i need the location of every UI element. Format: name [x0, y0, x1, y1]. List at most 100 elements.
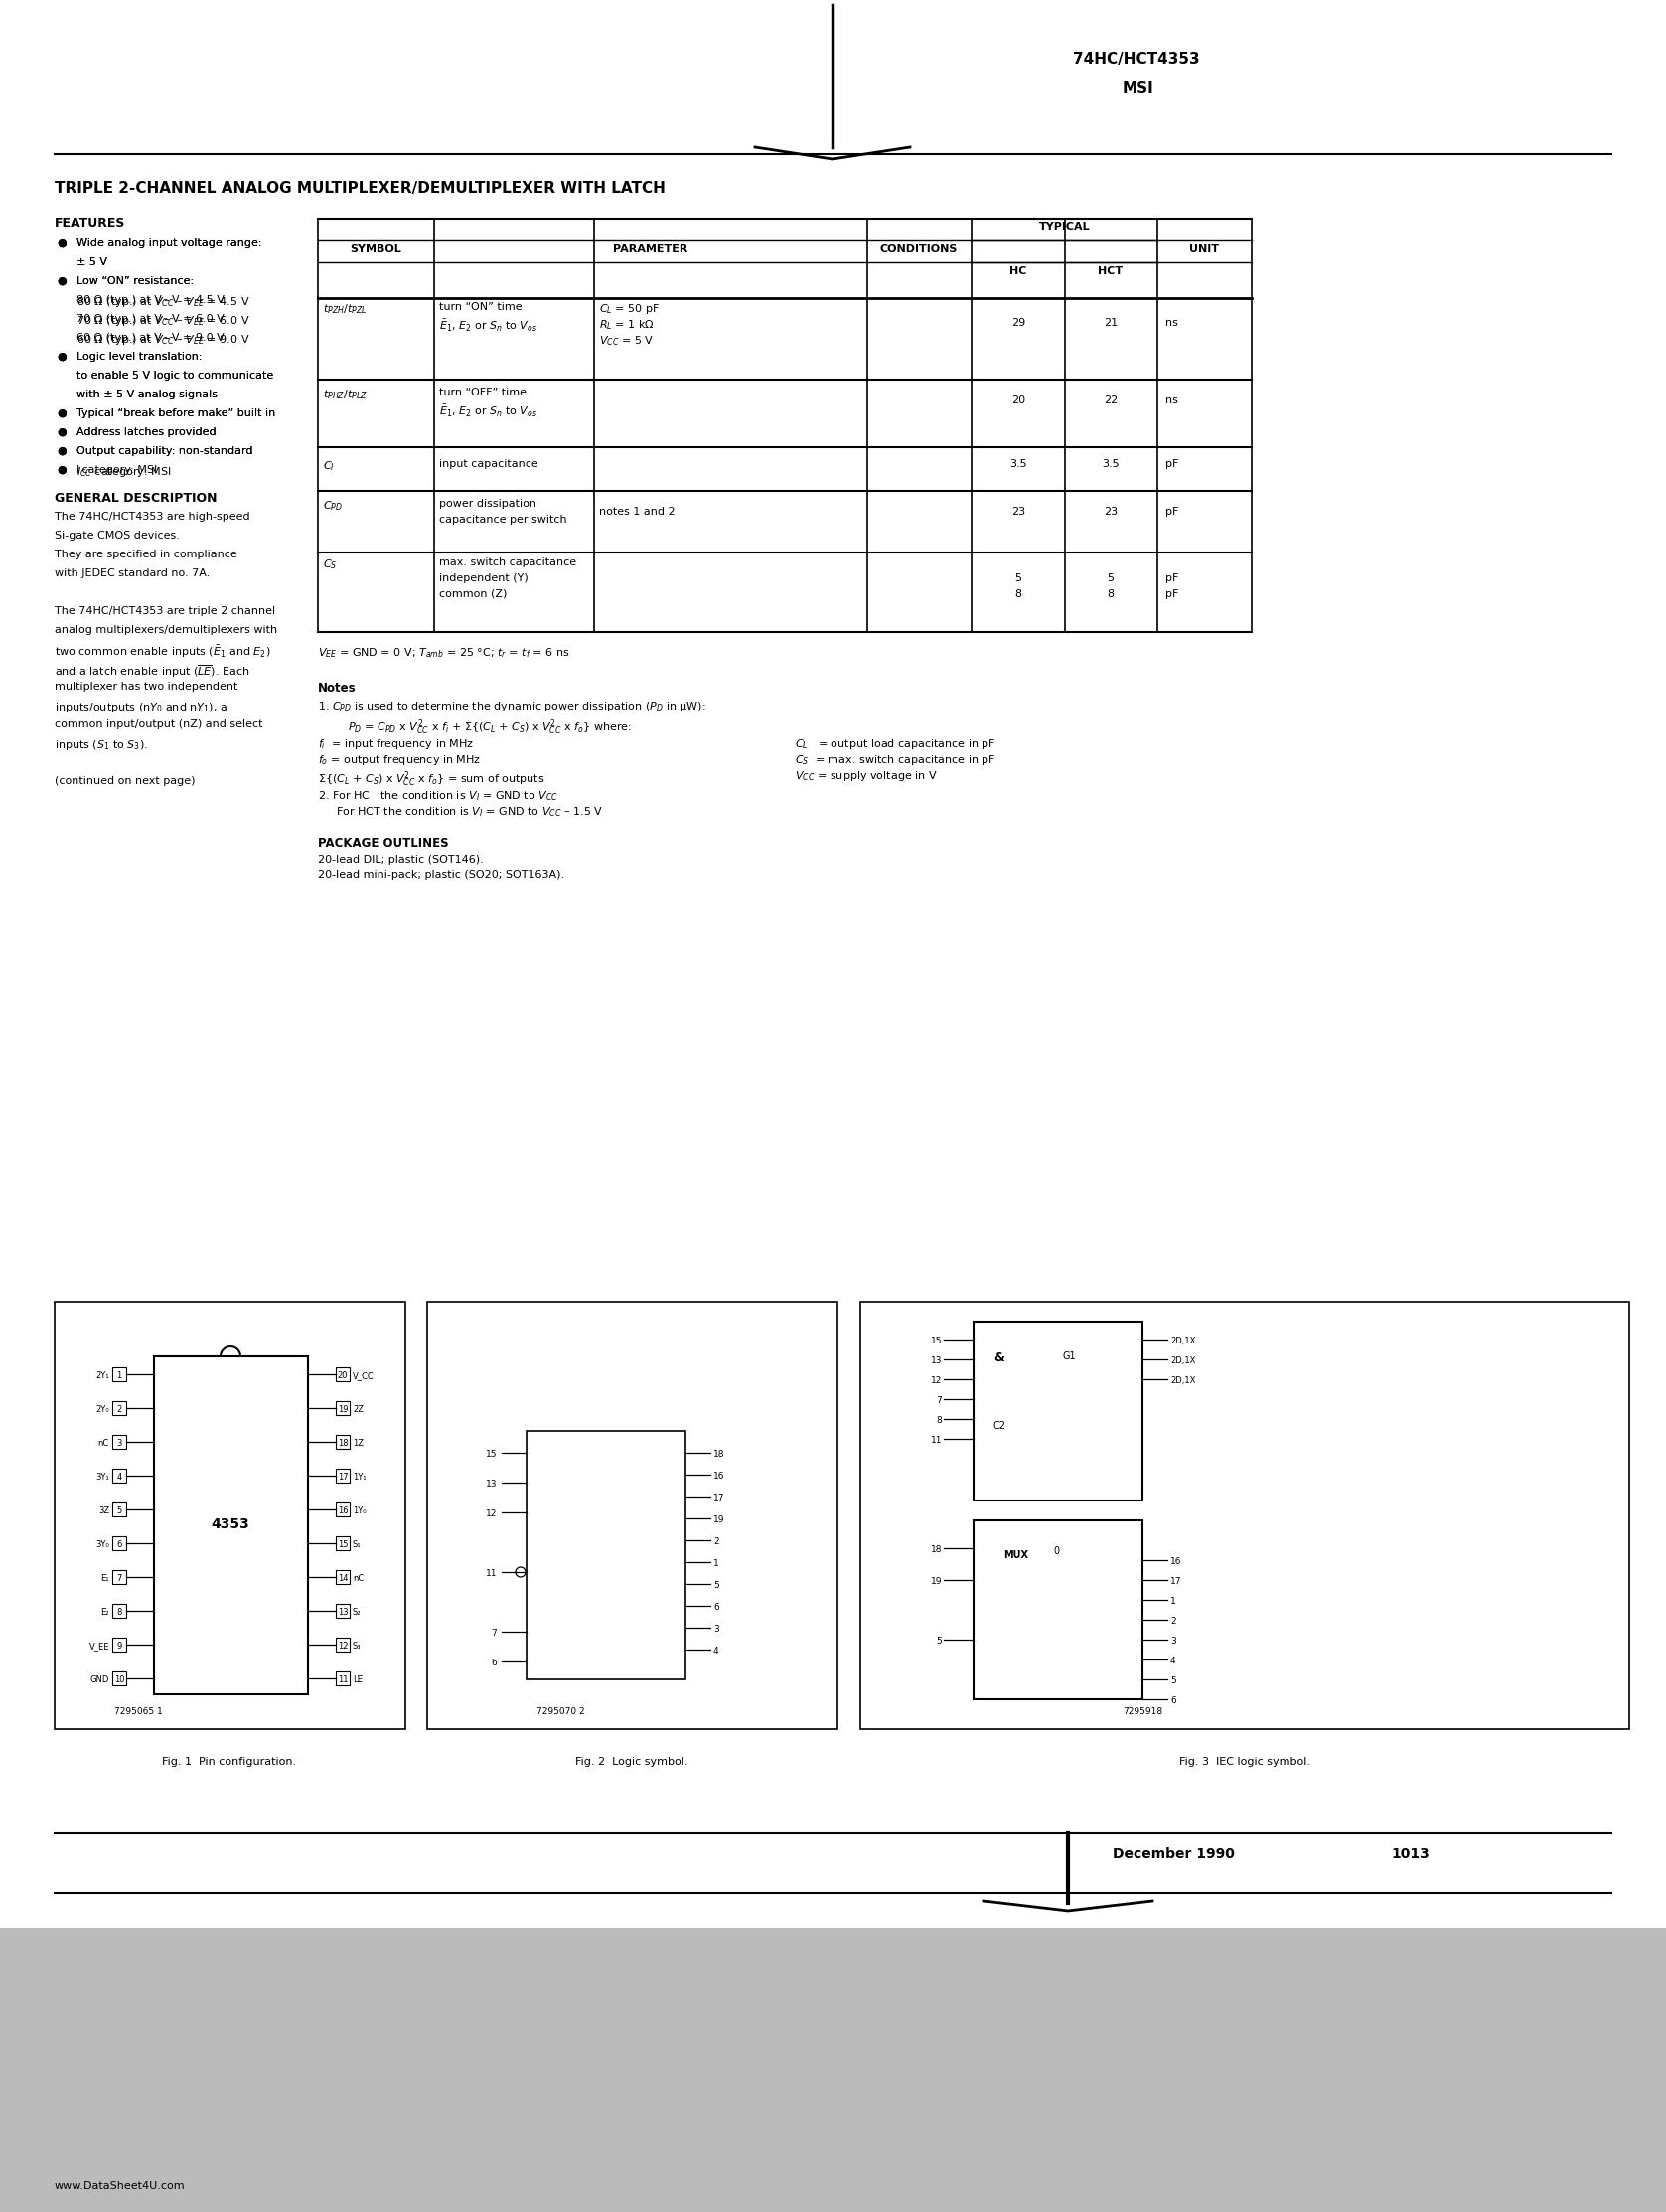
Bar: [112, 1502, 127, 1517]
Text: nC: nC: [98, 1438, 110, 1449]
Text: ●: ●: [57, 352, 67, 363]
Text: 19: 19: [713, 1515, 725, 1524]
Text: 14: 14: [338, 1575, 348, 1584]
Text: 1Y₀: 1Y₀: [353, 1506, 367, 1515]
Text: 22: 22: [1103, 396, 1118, 405]
Text: 6: 6: [491, 1659, 496, 1668]
Bar: [112, 1571, 127, 1584]
Text: 20-lead mini-pack; plastic (SO20; SOT163A).: 20-lead mini-pack; plastic (SO20; SOT163…: [318, 872, 565, 880]
Text: ± 5 V: ± 5 V: [77, 257, 107, 268]
Text: E̅₂: E̅₂: [102, 1608, 110, 1617]
Text: input capacitance: input capacitance: [440, 460, 538, 469]
Text: power dissipation: power dissipation: [440, 500, 536, 509]
Text: inputs ($S_1$ to $S_3$).: inputs ($S_1$ to $S_3$).: [55, 739, 148, 752]
Text: 8: 8: [117, 1608, 122, 1617]
Text: Logic level translation:: Logic level translation:: [77, 352, 202, 363]
Text: 3: 3: [713, 1626, 720, 1635]
Bar: [0, 1929, 1666, 2212]
Text: 11: 11: [930, 1436, 941, 1444]
Text: notes 1 and 2: notes 1 and 2: [600, 507, 675, 518]
Text: 3: 3: [1170, 1637, 1176, 1646]
Text: $P_D$ = $C_{PD}$ x $V_{CC}^2$ x $f_i$ + Σ{($C_L$ + $C_S$) x $V_{CC}^2$ x $f_o$} : $P_D$ = $C_{PD}$ x $V_{CC}^2$ x $f_i$ + …: [348, 717, 631, 737]
Text: 1: 1: [117, 1371, 122, 1380]
Text: $f_o$ = output frequency in MHz: $f_o$ = output frequency in MHz: [318, 754, 481, 768]
Text: 17: 17: [713, 1493, 725, 1502]
Text: ●: ●: [57, 276, 67, 285]
Text: 13: 13: [930, 1356, 941, 1365]
Text: 12: 12: [485, 1509, 496, 1517]
Text: GENERAL DESCRIPTION: GENERAL DESCRIPTION: [55, 491, 217, 504]
Text: $I_{CC}$ category: MSI: $I_{CC}$ category: MSI: [77, 465, 172, 480]
Text: V_EE: V_EE: [88, 1641, 110, 1650]
Text: Address latches provided: Address latches provided: [77, 427, 217, 438]
Text: TRIPLE 2-CHANNEL ANALOG MULTIPLEXER/DEMULTIPLEXER WITH LATCH: TRIPLE 2-CHANNEL ANALOG MULTIPLEXER/DEMU…: [55, 181, 665, 195]
Text: 11: 11: [485, 1568, 496, 1577]
Text: FEATURES: FEATURES: [55, 217, 125, 230]
Text: 1013: 1013: [1391, 1847, 1429, 1860]
Text: PACKAGE OUTLINES: PACKAGE OUTLINES: [318, 836, 448, 849]
Text: CONDITIONS: CONDITIONS: [880, 246, 958, 254]
Bar: [337, 1637, 350, 1652]
Text: to enable 5 V logic to communicate: to enable 5 V logic to communicate: [77, 372, 273, 380]
Text: 1Y₁: 1Y₁: [353, 1473, 367, 1482]
Text: ●: ●: [57, 427, 67, 438]
Text: 74HC/HCT4353: 74HC/HCT4353: [1073, 51, 1200, 66]
Text: 0: 0: [1053, 1546, 1060, 1557]
Text: 7: 7: [936, 1396, 941, 1405]
Text: 15: 15: [338, 1540, 348, 1548]
Text: Typical “break before make” built in: Typical “break before make” built in: [77, 409, 275, 418]
Text: pF: pF: [1165, 588, 1178, 599]
Text: ns: ns: [1165, 396, 1178, 405]
Text: 2: 2: [713, 1537, 718, 1546]
Text: Address latches provided: Address latches provided: [77, 427, 217, 438]
Text: 1: 1: [1170, 1597, 1176, 1606]
Text: 29: 29: [1011, 319, 1025, 327]
Text: 70 Ω (typ.) at $V_{CC}$ – $V_{EE}$ = 6.0 V: 70 Ω (typ.) at $V_{CC}$ – $V_{EE}$ = 6.0…: [77, 314, 250, 327]
Text: ●: ●: [57, 465, 67, 476]
Text: 8: 8: [1108, 588, 1115, 599]
Text: with JEDEC standard no. 7A.: with JEDEC standard no. 7A.: [55, 568, 210, 577]
Text: $f_i$  = input frequency in MHz: $f_i$ = input frequency in MHz: [318, 737, 473, 752]
Text: 1Z: 1Z: [353, 1438, 363, 1449]
Text: ●: ●: [57, 409, 67, 418]
Text: 3Z: 3Z: [98, 1506, 110, 1515]
Text: 1. $C_{PD}$ is used to determine the dynamic power dissipation ($P_D$ in μW):: 1. $C_{PD}$ is used to determine the dyn…: [318, 699, 706, 714]
Bar: [55, 1301, 405, 1730]
Text: Wide analog input voltage range:: Wide analog input voltage range:: [77, 239, 262, 248]
Text: 5: 5: [117, 1506, 122, 1515]
Text: &: &: [993, 1352, 1005, 1365]
Bar: [860, 1301, 1629, 1730]
Bar: [426, 1301, 838, 1730]
Text: 4: 4: [1170, 1657, 1176, 1666]
Bar: [112, 1469, 127, 1482]
Bar: [973, 1520, 1143, 1699]
Text: 8: 8: [936, 1416, 941, 1425]
Text: Fig. 1  Pin configuration.: Fig. 1 Pin configuration.: [162, 1756, 297, 1767]
Text: with ± 5 V analog signals: with ± 5 V analog signals: [77, 389, 218, 400]
Text: common input/output (nZ) and select: common input/output (nZ) and select: [55, 719, 263, 730]
Text: ●: ●: [57, 409, 67, 418]
Text: 16: 16: [713, 1471, 725, 1480]
Text: max. switch capacitance: max. switch capacitance: [440, 557, 576, 568]
Text: 7295918: 7295918: [1123, 1708, 1163, 1717]
Text: Low “ON” resistance:: Low “ON” resistance:: [77, 276, 193, 285]
Text: Output capability: non-standard: Output capability: non-standard: [77, 447, 253, 456]
Text: ●: ●: [57, 447, 67, 456]
Text: Σ{($C_L$ + $C_S$) x $V_{CC}^2$ x $f_o$} = sum of outputs: Σ{($C_L$ + $C_S$) x $V_{CC}^2$ x $f_o$} …: [318, 770, 545, 790]
Text: GND: GND: [90, 1674, 110, 1683]
Bar: [337, 1469, 350, 1482]
Text: independent (Y): independent (Y): [440, 573, 528, 584]
Text: G1: G1: [1063, 1352, 1076, 1360]
Bar: [337, 1400, 350, 1416]
Text: $V_{CC}$ = supply voltage in V: $V_{CC}$ = supply voltage in V: [795, 770, 938, 783]
Text: 4: 4: [117, 1473, 122, 1482]
Text: 11: 11: [338, 1674, 348, 1683]
Text: 7: 7: [491, 1628, 496, 1637]
Bar: [153, 1356, 308, 1694]
Bar: [973, 1321, 1143, 1500]
Bar: [337, 1571, 350, 1584]
Text: ns: ns: [1165, 319, 1178, 327]
Text: Fig. 2  Logic symbol.: Fig. 2 Logic symbol.: [575, 1756, 688, 1767]
Text: UNIT: UNIT: [1190, 246, 1220, 254]
Text: capacitance per switch: capacitance per switch: [440, 515, 566, 524]
